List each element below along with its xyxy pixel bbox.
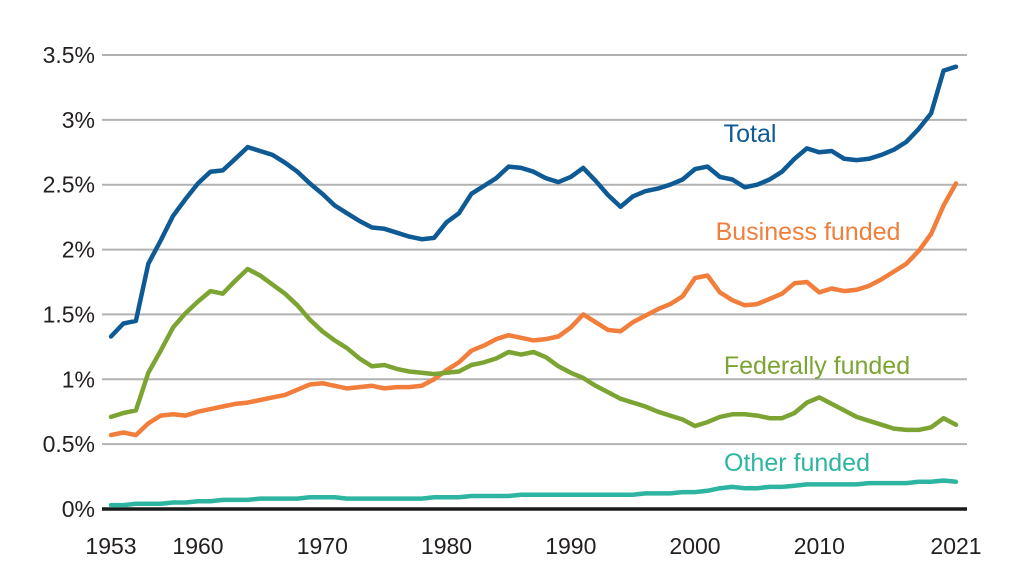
x-tick-label-1980: 1980 [421,533,472,559]
series-lines [108,64,959,508]
y-tick-label-3%: 3% [62,107,95,133]
x-tick-label-1953: 1953 [85,533,136,559]
y-tick-label-0%: 0% [62,496,95,522]
x-tick-label-2000: 2000 [669,533,720,559]
y-tick-label-0.5%: 0.5% [43,431,95,457]
x-tick-label-1960: 1960 [172,533,223,559]
y-tick-label-1%: 1% [62,366,95,392]
series-label-total: Total [724,120,777,148]
x-tick-label-2010: 2010 [794,533,845,559]
series-labels: Total Business funded Federally funded O… [716,120,911,477]
series-label-other-funded: Other funded [724,449,870,477]
y-tick-label-2%: 2% [62,237,95,263]
gridlines [102,54,967,511]
x-tick-label-1970: 1970 [297,533,348,559]
series-label-business-funded: Business funded [716,218,901,246]
series-line-total [108,64,959,339]
series-line-other [108,478,959,508]
x-axis-labels: 1953 1960 1970 1980 1990 2000 2010 2021 [85,533,981,559]
y-tick-label-2.5%: 2.5% [43,172,95,198]
y-tick-label-1.5%: 1.5% [43,301,95,327]
series-line-business [108,181,959,438]
x-tick-label-1990: 1990 [545,533,596,559]
series-line-federal [108,266,959,433]
y-tick-label-3.5%: 3.5% [43,42,95,68]
y-axis-labels: 3.5% 3% 2.5% 2% 1.5% 1% 0.5% 0% [43,42,95,522]
series-label-federally-funded: Federally funded [724,352,910,380]
x-tick-label-2021: 2021 [930,533,981,559]
